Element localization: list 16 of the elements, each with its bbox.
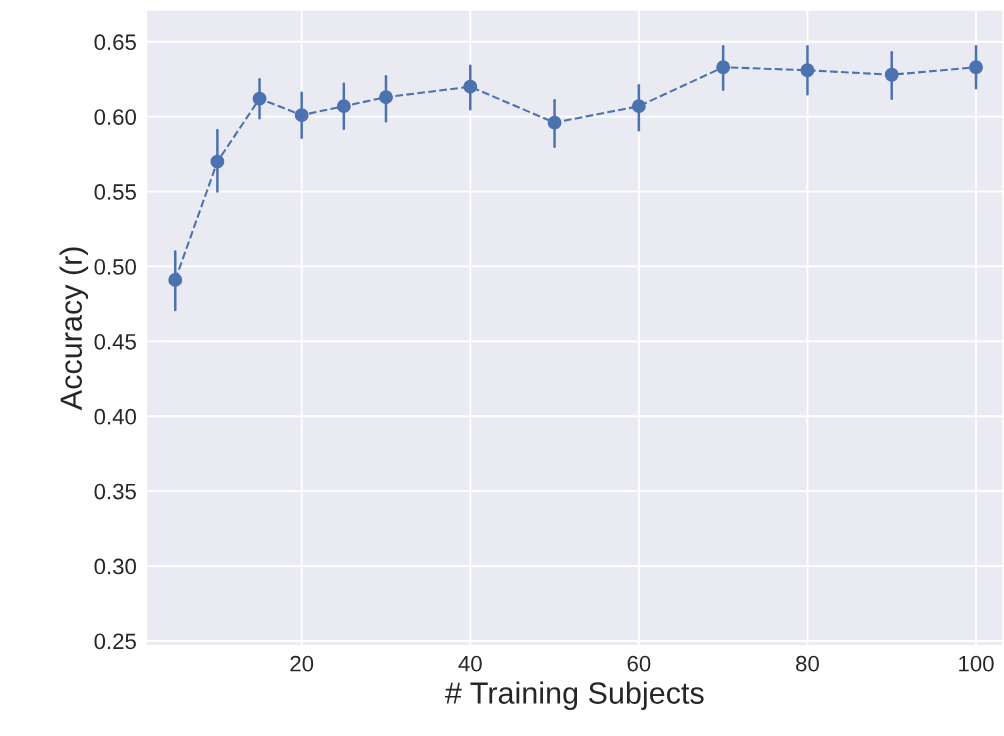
- x-tick-label: 80: [796, 655, 819, 672]
- x-tick-label: 100: [959, 655, 994, 672]
- y-tick-label: 0.45: [94, 333, 136, 350]
- x-axis-title: # Training Subjects: [444, 681, 704, 710]
- y-tick-label: 0.30: [94, 558, 136, 575]
- y-tick-label: 0.55: [94, 184, 136, 200]
- y-tick-label: 0.60: [94, 109, 136, 125]
- x-tick-label: 60: [627, 655, 651, 672]
- x-tick-label: 20: [290, 655, 314, 672]
- x-tick-label: 40: [458, 655, 482, 672]
- y-tick-label: 0.65: [94, 34, 136, 51]
- y-axis-title: Accuracy (r): [59, 247, 89, 411]
- y-tick-label: 0.25: [94, 633, 136, 650]
- y-tick-label: 0.35: [94, 483, 136, 500]
- y-tick-label: 0.40: [94, 408, 136, 425]
- y-tick-label: 0.50: [94, 259, 136, 275]
